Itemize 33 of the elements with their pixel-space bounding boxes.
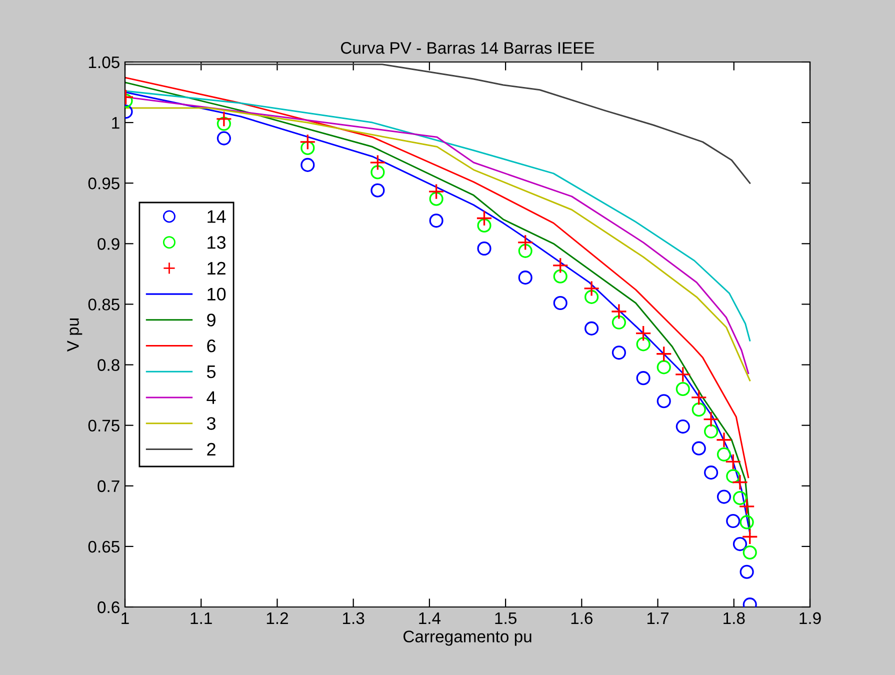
y-tick-label: 0.6 <box>98 601 120 614</box>
chart-title: Curva PV - Barras 14 Barras IEEE <box>340 42 594 54</box>
x-tick-label: 1.4 <box>419 612 441 624</box>
x-tick-label: 1.5 <box>495 612 516 624</box>
y-tick-label: 0.9 <box>98 238 120 250</box>
y-tick-label: 0.8 <box>98 359 120 371</box>
legend-label: 3 <box>206 417 216 430</box>
legend-label: 12 <box>208 262 226 275</box>
x-axis-title: Carregamento pu <box>404 630 532 646</box>
x-tick-label: 1.6 <box>571 612 593 624</box>
y-tick-label: 0.85 <box>88 298 120 310</box>
legend-label: 2 <box>207 442 216 456</box>
x-tick-label: 1.2 <box>266 612 288 624</box>
y-tick-label: 0.65 <box>88 540 120 553</box>
x-tick-label: 1.1 <box>190 612 212 624</box>
x-tick-label: 1.7 <box>647 612 669 624</box>
y-tick-label: 0.75 <box>88 420 120 432</box>
x-tick-label: 1.3 <box>343 612 364 624</box>
y-tick-label: 0.95 <box>88 178 120 190</box>
y-tick-label: 0.7 <box>98 480 120 492</box>
x-tick-label: 1.8 <box>724 612 745 624</box>
x-tick-label: 1 <box>122 612 129 624</box>
legend-label: 13 <box>208 236 226 249</box>
legend-label: 10 <box>208 288 226 301</box>
legend-label: 14 <box>208 210 226 223</box>
y-tick-label: 1 <box>112 117 120 129</box>
legend-label: 4 <box>206 391 216 404</box>
legend-label: 5 <box>206 366 216 378</box>
x-tick-label: 1.9 <box>800 612 821 624</box>
y-tick-label: 1.05 <box>88 56 120 68</box>
y-axis-title: V pu <box>67 318 82 352</box>
legend-label: 6 <box>207 339 216 352</box>
legend-label: 9 <box>207 314 216 326</box>
